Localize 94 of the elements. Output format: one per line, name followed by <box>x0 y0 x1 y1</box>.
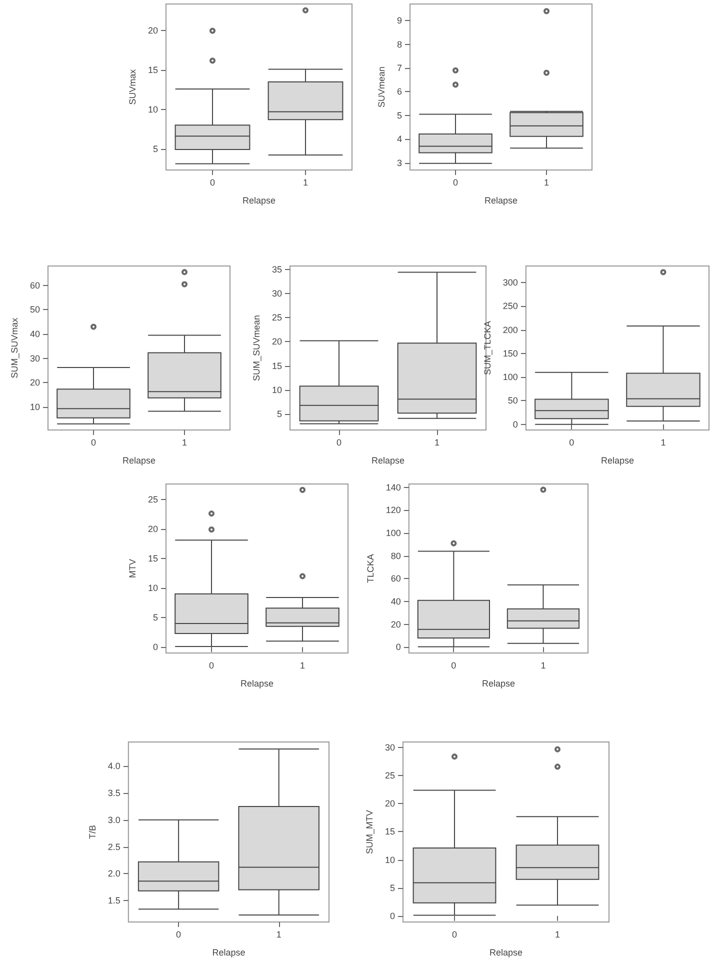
y-axis-title: T/B <box>88 824 98 840</box>
y-axis-title: MTV <box>128 559 138 578</box>
y-tick-label: 5 <box>276 409 282 420</box>
y-tick-label: 50 <box>30 304 40 315</box>
y-tick-label: 1.5 <box>108 896 120 906</box>
y-axis-title: SUVmean <box>376 66 387 108</box>
y-tick-label: 15 <box>272 360 282 371</box>
y-tick-label: 140 <box>386 482 401 492</box>
y-tick-label: 10 <box>30 402 40 412</box>
y-tick-label: 2.0 <box>108 868 120 879</box>
y-tick-label: 5 <box>152 144 158 154</box>
y-tick-label: 40 <box>30 329 40 340</box>
y-tick-label: 10 <box>148 104 158 114</box>
y-tick-label: 100 <box>386 528 401 538</box>
x-axis-title: Relapse <box>600 456 634 466</box>
y-tick-label: 0 <box>390 910 395 921</box>
y-tick-label: 4 <box>396 134 402 144</box>
y-tick-label: 3.5 <box>108 788 120 798</box>
y-tick-label: 25 <box>272 312 282 323</box>
y-axis-title: TLCKA <box>366 554 376 584</box>
y-tick-label: 250 <box>502 301 518 312</box>
x-tick-label: 1 <box>554 930 560 940</box>
y-tick-label: 9 <box>396 16 402 26</box>
y-tick-label: 200 <box>502 324 518 335</box>
x-tick-label: 1 <box>544 178 550 188</box>
y-tick-label: 0 <box>396 642 401 652</box>
y-tick-label: 60 <box>30 280 40 290</box>
y-tick-label: 5 <box>152 612 158 623</box>
y-tick-label: 15 <box>148 65 158 76</box>
x-tick-label: 0 <box>176 930 182 940</box>
x-tick-label: 1 <box>276 930 282 940</box>
y-tick-label: 25 <box>384 770 395 781</box>
y-tick-label: 15 <box>384 826 395 837</box>
y-tick-label: 25 <box>148 494 158 504</box>
x-tick-label: 1 <box>300 660 306 670</box>
x-tick-label: 1 <box>182 438 188 448</box>
y-tick-label: 20 <box>390 619 401 630</box>
y-tick-label: 60 <box>390 574 401 584</box>
x-tick-label: 0 <box>569 438 574 448</box>
x-tick-label: 0 <box>451 660 456 670</box>
y-tick-label: 100 <box>502 372 518 382</box>
x-axis-title: Relapse <box>242 196 276 206</box>
y-tick-label: 10 <box>148 583 158 593</box>
y-axis-title: SUVmax <box>128 68 138 105</box>
y-tick-label: 300 <box>502 278 518 288</box>
x-tick-label: 1 <box>302 178 308 188</box>
y-tick-label: 20 <box>272 336 282 347</box>
y-tick-label: 10 <box>272 384 282 395</box>
x-axis-title: Relapse <box>489 948 523 958</box>
y-tick-label: 30 <box>384 742 395 753</box>
y-axis-title: SUM_SUVmax <box>10 317 20 378</box>
x-axis-title: Relapse <box>484 196 518 206</box>
x-axis-title: Relapse <box>482 678 515 688</box>
y-tick-label: 20 <box>30 378 40 388</box>
y-tick-label: 0 <box>152 642 158 652</box>
x-axis-title: Relapse <box>240 678 274 688</box>
y-tick-label: 20 <box>148 26 158 36</box>
y-tick-label: 3.0 <box>108 814 120 825</box>
y-tick-label: 15 <box>148 553 158 564</box>
x-tick-label: 1 <box>434 438 440 448</box>
x-axis-title: Relapse <box>122 456 156 466</box>
y-tick-label: 7 <box>396 63 402 74</box>
x-tick-label: 0 <box>452 930 458 940</box>
y-axis-title: SUM_TLCKA <box>482 320 492 376</box>
y-tick-label: 35 <box>272 264 282 274</box>
y-tick-label: 5 <box>390 882 395 893</box>
y-tick-label: 3 <box>396 158 402 168</box>
y-tick-label: 120 <box>386 505 401 516</box>
y-axis-title: SUM_SUVmean <box>252 314 262 382</box>
x-tick-label: 0 <box>208 660 214 670</box>
y-tick-label: 30 <box>272 288 282 298</box>
x-tick-label: 1 <box>660 438 666 448</box>
x-tick-label: 0 <box>336 438 342 448</box>
y-tick-label: 4.0 <box>108 761 120 772</box>
y-tick-label: 50 <box>508 396 518 406</box>
y-tick-label: 2.5 <box>108 842 120 852</box>
y-tick-label: 5 <box>396 110 402 120</box>
x-axis-title: Relapse <box>212 948 246 958</box>
x-tick-label: 0 <box>90 438 96 448</box>
x-tick-label: 0 <box>452 178 458 188</box>
y-tick-label: 10 <box>384 854 395 865</box>
y-tick-label: 150 <box>502 348 518 358</box>
y-tick-label: 40 <box>390 596 401 606</box>
y-tick-label: 0 <box>512 419 518 430</box>
y-tick-label: 80 <box>390 550 401 561</box>
x-tick-label: 1 <box>540 660 546 670</box>
y-tick-label: 20 <box>384 798 395 809</box>
x-tick-label: 0 <box>210 178 216 188</box>
y-tick-label: 20 <box>148 524 158 534</box>
y-axis-title: SUM_MTV <box>364 810 375 854</box>
x-axis-title: Relapse <box>371 456 405 466</box>
y-tick-label: 8 <box>396 39 402 50</box>
y-tick-label: 6 <box>396 86 402 97</box>
y-tick-label: 30 <box>30 353 40 364</box>
